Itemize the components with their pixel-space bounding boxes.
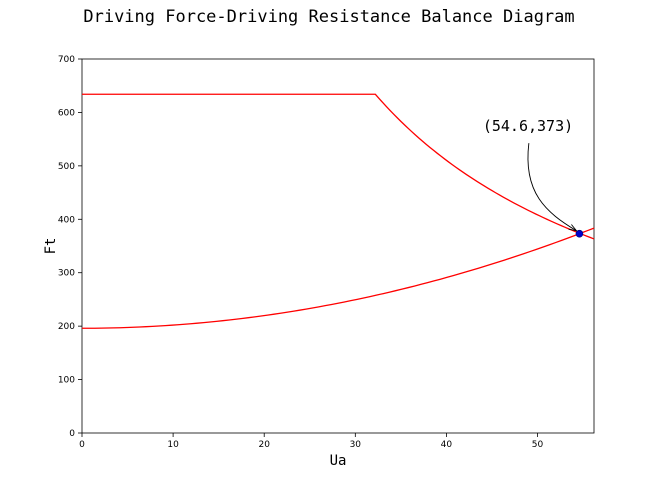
y-tick-label: 0	[69, 429, 75, 439]
x-tick-label: 20	[258, 440, 270, 450]
y-axis: 0 100 200 300 400 500 600 700	[58, 55, 82, 439]
x-tick-label: 50	[532, 440, 544, 450]
y-tick-label: 700	[58, 55, 75, 65]
x-axis-label: Ua	[330, 453, 347, 469]
driving-resistance-line	[81, 227, 595, 329]
series-layer	[81, 93, 595, 329]
x-tick-label: 10	[167, 440, 179, 450]
annotation: (54.6,373)	[483, 117, 578, 232]
driving-force-line	[82, 93, 595, 240]
y-tick-label: 200	[58, 322, 75, 332]
x-tick-label: 30	[350, 440, 362, 450]
y-tick-label: 100	[58, 376, 75, 386]
x-tick-label: 0	[79, 440, 85, 450]
chart-title: Driving Force-Driving Resistance Balance…	[83, 7, 574, 27]
y-axis-label: Ft	[43, 238, 59, 255]
y-tick-label: 300	[58, 269, 75, 279]
x-tick-label: 40	[441, 440, 453, 450]
balance-point-marker	[575, 229, 584, 238]
annotation-arrowhead	[568, 224, 578, 232]
annotation-text: (54.6,373)	[483, 117, 573, 135]
x-axis: 0 10 20 30 40 50	[79, 433, 544, 450]
plot-area-frame	[81, 58, 595, 434]
y-tick-label: 600	[58, 108, 75, 118]
y-tick-label: 400	[58, 215, 75, 225]
y-tick-label: 500	[58, 162, 75, 172]
annotation-arrow	[527, 143, 577, 232]
